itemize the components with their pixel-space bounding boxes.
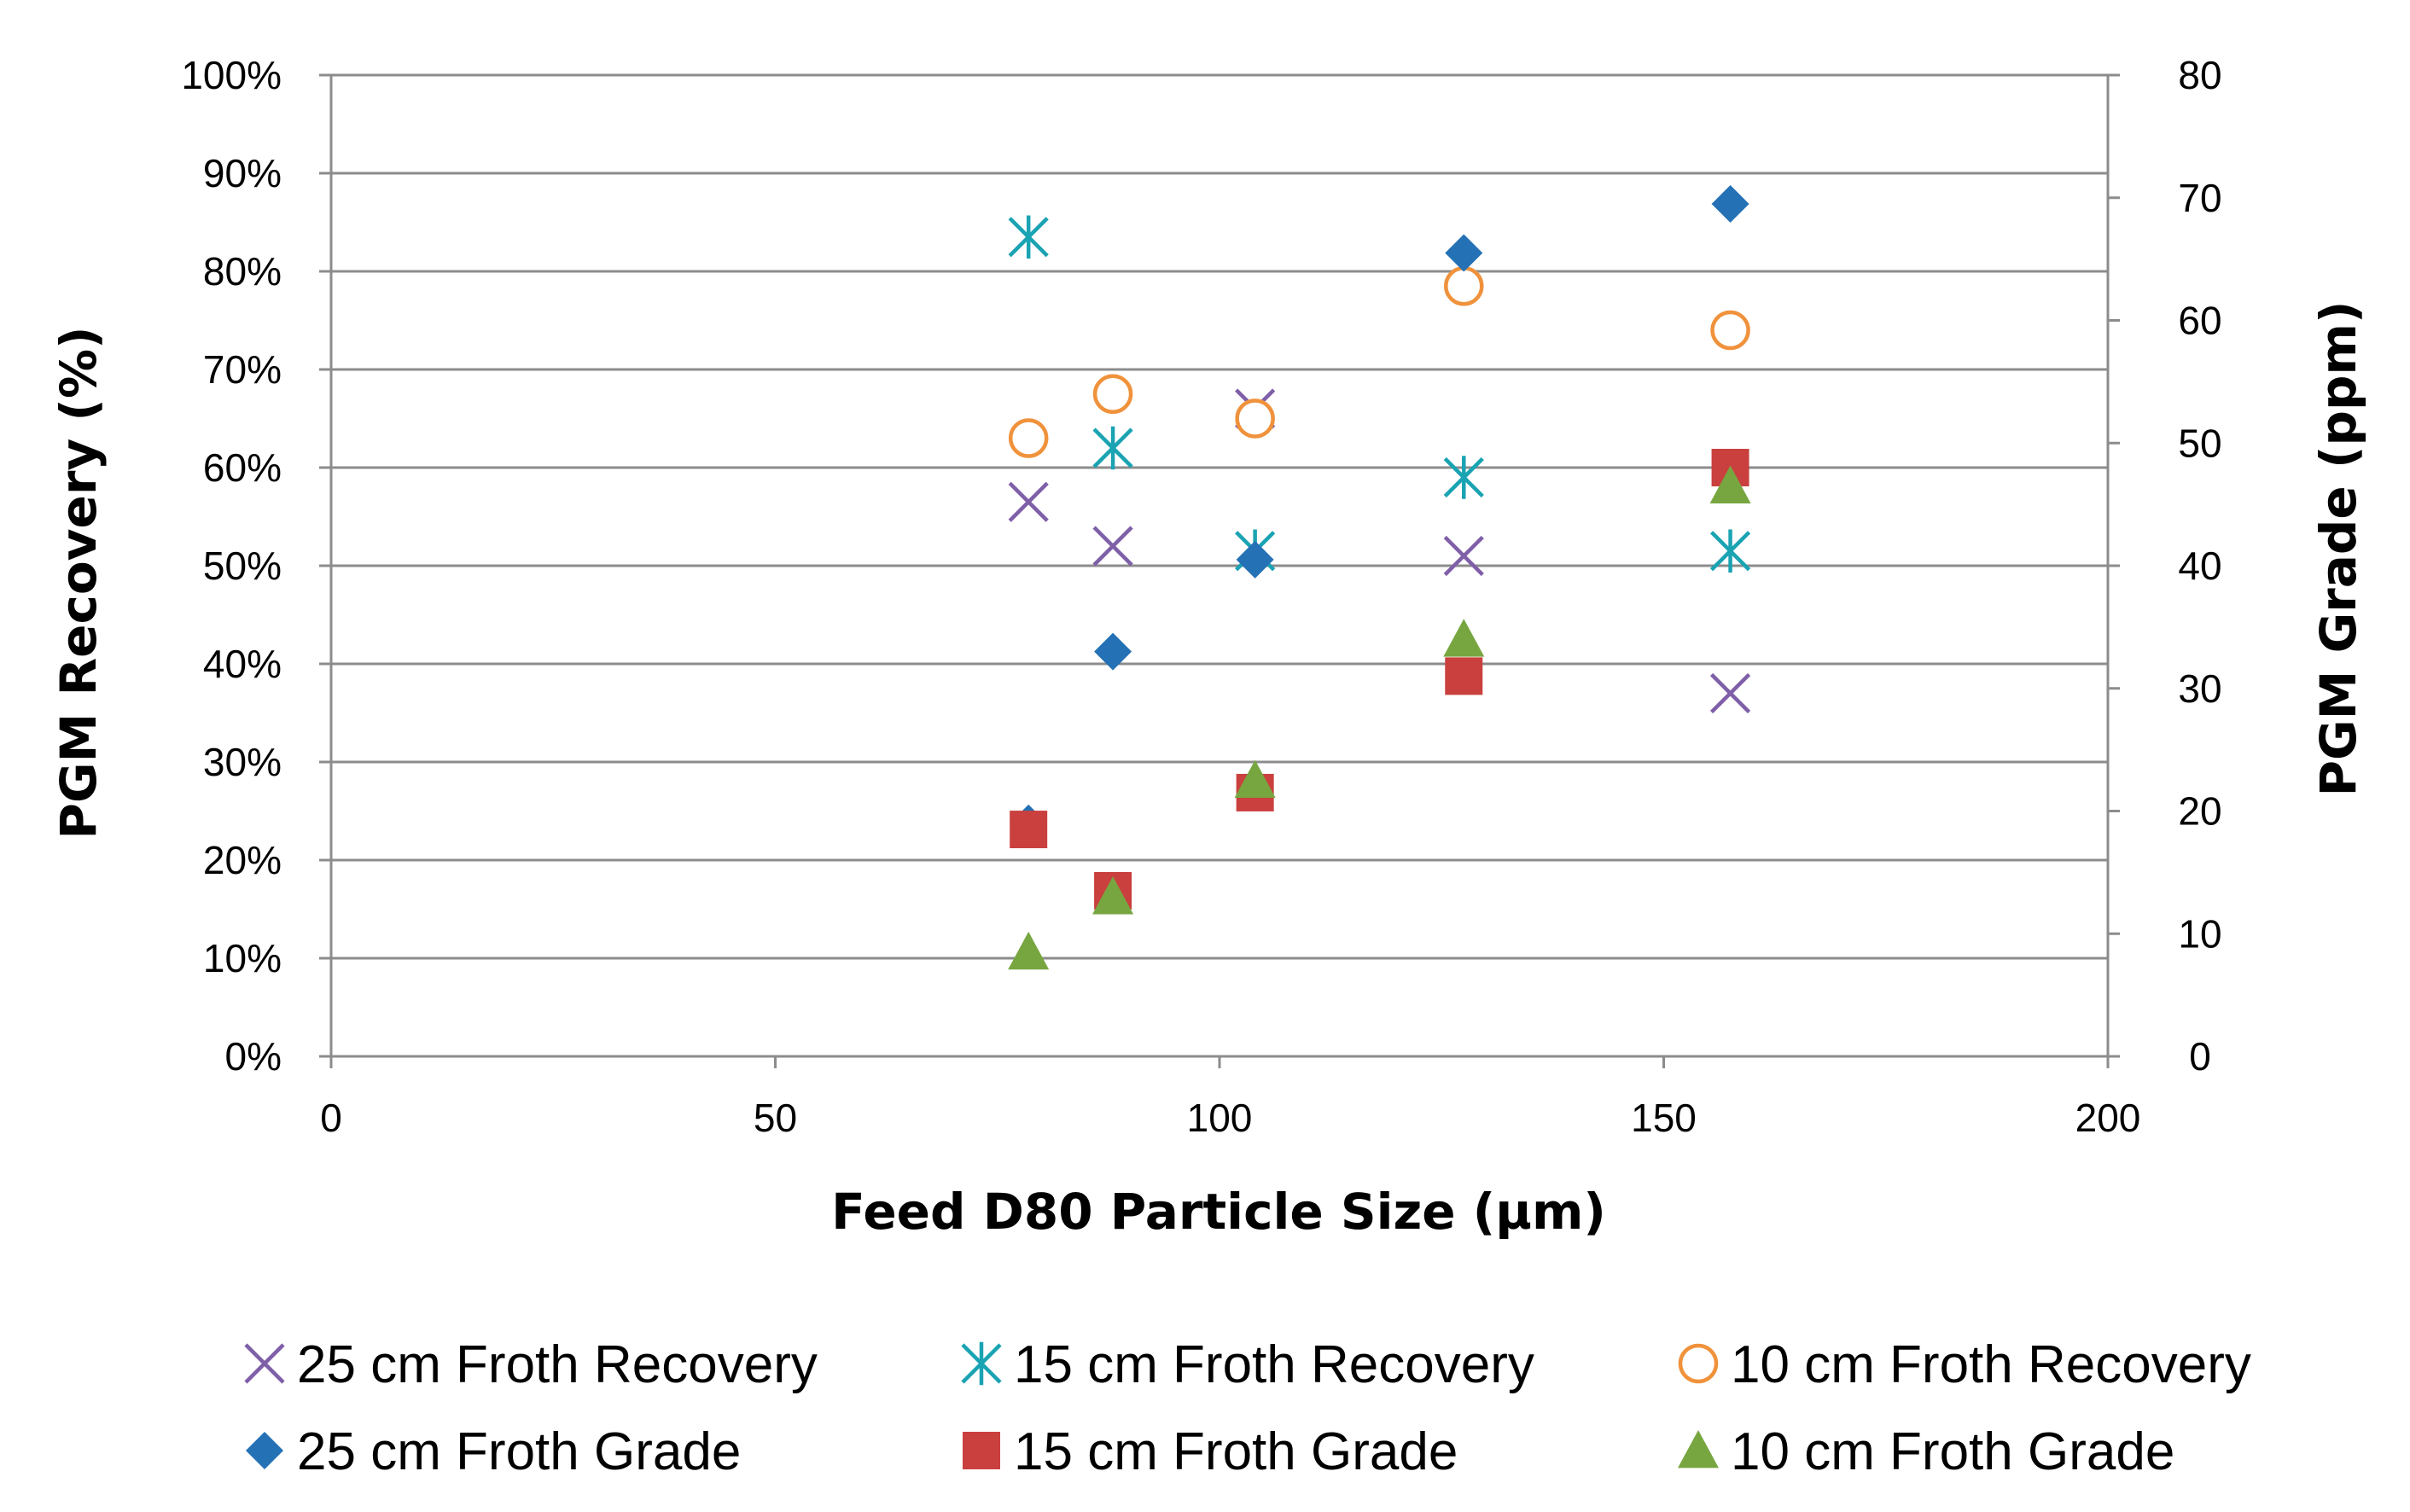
legend-label: 10 cm Froth Recovery — [1731, 1335, 2251, 1394]
data-point — [1234, 759, 1276, 798]
x-tick-label: 0 — [320, 1096, 342, 1140]
data-point — [1092, 876, 1134, 915]
left-y-tick-label: 100% — [181, 53, 282, 97]
left-y-tick-label: 40% — [203, 642, 282, 686]
series-3 — [1008, 266, 1750, 458]
left-y-tick-labels: 0% 10% 20% 30% 40% 50% 60% 70% 80% 90% 100% — [181, 53, 282, 1079]
legend-label: 25 cm Froth Grade — [297, 1422, 741, 1481]
data-point — [1709, 529, 1751, 573]
data-point — [1094, 632, 1132, 671]
left-y-tick-label: 50% — [203, 544, 282, 588]
right-y-tick-label: 10 — [2178, 911, 2221, 956]
data-point — [1092, 426, 1133, 470]
gridlines — [331, 73, 2108, 960]
left-y-tick-label: 0% — [225, 1034, 282, 1079]
right-y-tick-label: 30 — [2178, 666, 2221, 711]
series-5 — [1010, 449, 1749, 910]
data-point — [1709, 672, 1751, 714]
right-y-tick-label: 60 — [2178, 299, 2221, 343]
right-y-tick-label: 40 — [2178, 544, 2221, 588]
data-point — [1008, 481, 1049, 522]
left-y-tick-label: 70% — [203, 347, 282, 392]
legend-label: 15 cm Froth Grade — [1014, 1422, 1458, 1481]
data-points — [1008, 184, 1751, 970]
x-tick-label: 50 — [754, 1096, 797, 1140]
left-y-tick-label: 20% — [203, 838, 282, 882]
legend-label: 15 cm Froth Recovery — [1014, 1335, 1534, 1394]
x-tick-labels: 0 50 100 150 200 — [320, 1096, 2140, 1140]
legend-item: 25 cm Froth Recovery — [244, 1335, 818, 1394]
data-point — [1445, 657, 1483, 695]
legend-marker — [961, 1341, 1002, 1386]
left-y-axis-title: PGM Recovery (%) — [49, 326, 108, 839]
data-point — [1010, 811, 1048, 849]
legend-marker — [246, 1432, 283, 1469]
left-y-tick-label: 60% — [203, 445, 282, 490]
legend-label: 25 cm Froth Recovery — [297, 1335, 818, 1394]
data-point — [1008, 418, 1049, 458]
data-point — [1444, 266, 1484, 306]
data-point — [1443, 619, 1485, 657]
x-tick-label: 200 — [2075, 1096, 2141, 1140]
legend-marker — [244, 1343, 285, 1384]
left-y-tick-label: 90% — [203, 151, 282, 195]
left-y-tick-label: 10% — [203, 936, 282, 980]
right-y-tick-label: 80 — [2178, 53, 2221, 97]
data-point — [1008, 215, 1049, 259]
data-point — [1709, 465, 1751, 503]
right-y-tick-label: 50 — [2178, 421, 2221, 465]
axes — [319, 73, 2120, 1068]
legend-item: 25 cm Froth Grade — [246, 1422, 741, 1481]
x-tick-label: 150 — [1631, 1096, 1697, 1140]
legend-label: 10 cm Froth Grade — [1731, 1422, 2174, 1481]
left-y-tick-label: 30% — [203, 740, 282, 784]
right-y-axis-title: PGM Grade (ppm) — [2309, 301, 2367, 797]
legend-item: 15 cm Froth Grade — [963, 1422, 1458, 1481]
data-point — [1236, 540, 1274, 579]
legend-item: 10 cm Froth Recovery — [1678, 1335, 2251, 1394]
right-y-tick-label: 20 — [2178, 789, 2221, 834]
legend-item: 15 cm Froth Recovery — [961, 1335, 1534, 1394]
data-point — [1235, 398, 1275, 439]
legend-marker — [963, 1432, 1000, 1469]
right-y-tick-labels: 0 10 20 30 40 50 60 70 80 — [2178, 53, 2221, 1079]
right-y-tick-label: 70 — [2178, 176, 2221, 220]
right-y-tick-label: 0 — [2189, 1034, 2211, 1079]
x-tick-label: 100 — [1187, 1096, 1253, 1140]
legend: 25 cm Froth Recovery 15 cm Froth Recovery… — [244, 1335, 2251, 1481]
data-point — [1443, 535, 1484, 577]
data-point — [1710, 310, 1750, 351]
legend-marker — [1678, 1343, 1719, 1384]
data-point — [1092, 374, 1133, 414]
legend-marker — [1678, 1430, 1719, 1468]
data-point — [1445, 234, 1483, 272]
data-point — [1711, 184, 1749, 223]
series-1 — [1008, 388, 1751, 714]
data-point — [1008, 931, 1050, 970]
legend-item: 10 cm Froth Grade — [1678, 1422, 2174, 1481]
series-6 — [1008, 465, 1751, 970]
data-point — [1092, 526, 1133, 567]
left-y-tick-label: 80% — [203, 249, 282, 294]
data-point — [1443, 456, 1484, 499]
series-4 — [1010, 184, 1749, 842]
x-axis-title: Feed D80 Particle Size (µm) — [831, 1183, 1606, 1241]
